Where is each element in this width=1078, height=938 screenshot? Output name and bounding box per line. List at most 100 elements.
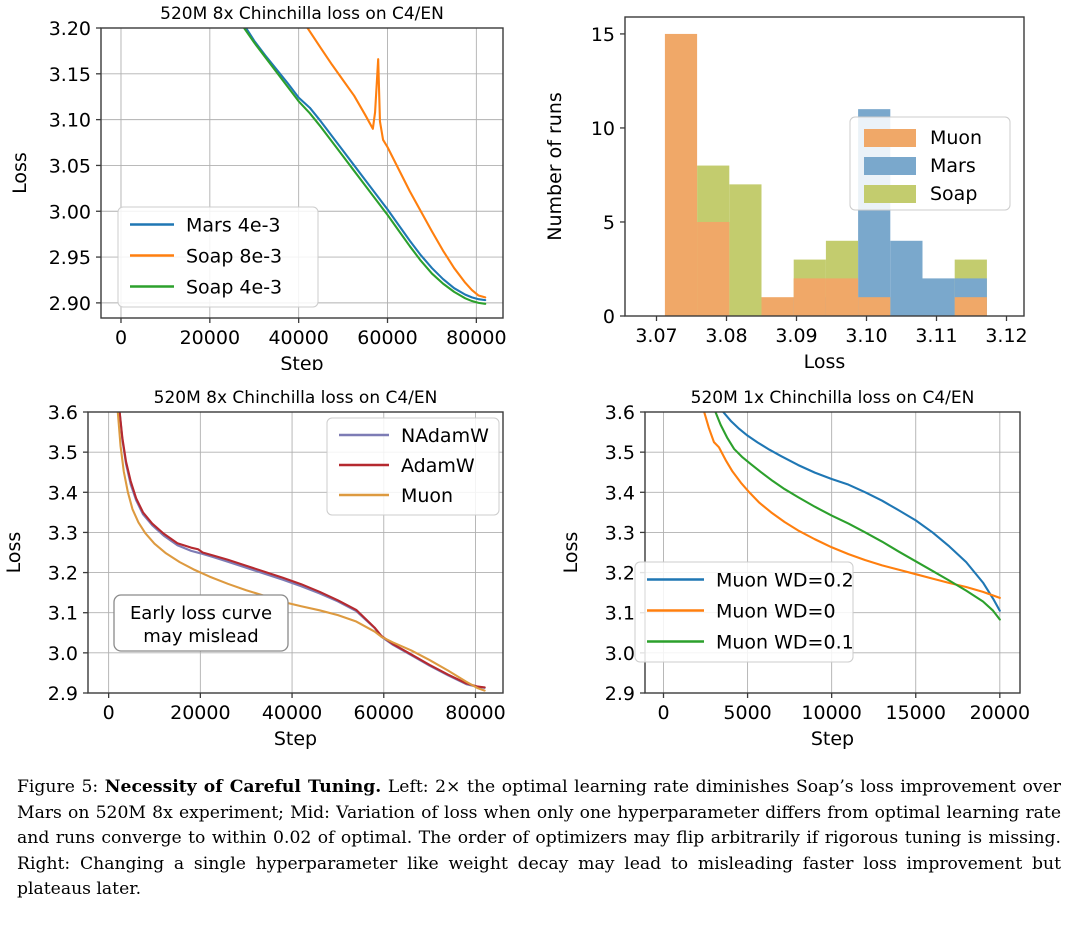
y-tick-label: 3.2 xyxy=(48,563,78,585)
annotation-line-1: Early loss curve xyxy=(130,603,272,624)
x-axis-label: Step xyxy=(280,353,323,370)
chart-panel-top-right: 0 5 10 15 3.07 3.08 3.09 3.10 3.11 3.12 Loss Number… xyxy=(539,0,1078,370)
x-axis-label: Step xyxy=(274,728,317,750)
data-series-group xyxy=(242,28,487,305)
x-tick-label: 20000 xyxy=(970,702,1030,724)
histogram-bar-mars xyxy=(890,240,923,316)
y-tick-label: 10 xyxy=(591,118,615,140)
histogram-bar-muon xyxy=(825,278,859,316)
histogram-bar-muon xyxy=(761,297,794,316)
chart-title: 520M 8x Chinchilla loss on C4/EN xyxy=(160,4,444,24)
chart-title: 520M 1x Chinchilla loss on C4/EN xyxy=(691,388,975,408)
x-tick-label: 3.10 xyxy=(845,325,887,347)
chart-panel-top-left: 520M 8x Chinchilla loss on C4/EN 2.90 2.95… xyxy=(0,0,539,370)
x-tick-label: 20000 xyxy=(170,702,230,724)
x-tick-label: 15000 xyxy=(886,702,946,724)
legend-label: Muon xyxy=(401,485,453,507)
x-tick-label: 80000 xyxy=(446,327,506,349)
histogram-bar-soap xyxy=(729,184,762,316)
y-tick-label: 3.1 xyxy=(48,603,78,625)
y-tick-label: 3.00 xyxy=(49,201,91,223)
legend-swatch-soap xyxy=(864,185,916,203)
figure-panels: 520M 8x Chinchilla loss on C4/EN 2.90 2.95… xyxy=(0,0,1078,770)
x-tick-label: 3.08 xyxy=(705,325,747,347)
y-tick-label: 3.4 xyxy=(605,482,635,504)
y-tick-label: 2.90 xyxy=(49,293,91,315)
histogram-bar-muon xyxy=(858,297,891,316)
y-axis-label: Loss xyxy=(3,532,25,574)
axes-frame xyxy=(644,411,1021,694)
chart-panel-bottom-right: 520M 1x Chinchilla loss on C4/EN 2.9 3.0 3.… xyxy=(539,370,1078,770)
y-tick-label: 3.10 xyxy=(49,110,91,132)
x-tick-label: 0 xyxy=(115,327,127,349)
legend-label: Muon WD=0 xyxy=(716,601,836,623)
y-tick-label: 3.3 xyxy=(48,522,78,544)
x-tick-label: 40000 xyxy=(268,327,328,349)
series-line-muon-wd-0-2 xyxy=(722,412,1001,612)
y-tick-label: 2.9 xyxy=(48,683,78,705)
series-line-soap-4e-3 xyxy=(242,28,487,305)
legend-box xyxy=(634,561,854,663)
data-series-group xyxy=(703,412,1001,621)
axes-frame xyxy=(624,16,1025,317)
axes-frame xyxy=(87,411,504,694)
caption-body: Left: 2× the optimal learning rate dimin… xyxy=(17,777,1062,899)
y-tick-label: 3.0 xyxy=(605,643,635,665)
y-axis-label: Loss xyxy=(9,152,31,194)
x-tick-label: 0 xyxy=(657,702,669,724)
x-tick-label: 20000 xyxy=(180,327,240,349)
legend-label: AdamW xyxy=(401,455,475,477)
caption-prefix: Figure 5: xyxy=(17,777,99,797)
y-tick-label: 3.20 xyxy=(49,18,91,40)
caption-bold-title: Necessity of Careful Tuning. xyxy=(104,777,382,797)
y-tick-label: 3.6 xyxy=(48,402,78,424)
y-tick-label: 3.6 xyxy=(605,402,635,424)
histogram-bar-muon xyxy=(664,33,698,316)
y-tick-label: 2.9 xyxy=(605,683,635,705)
legend-swatch-mars xyxy=(864,157,916,175)
annotation-box xyxy=(113,594,289,652)
y-tick-label: 3.0 xyxy=(48,643,78,665)
legend-box xyxy=(117,206,319,308)
y-tick-label: 3.4 xyxy=(48,482,78,504)
axes-frame xyxy=(100,27,504,319)
y-tick-label: 2.95 xyxy=(49,247,91,269)
legend-label: Soap 4e-3 xyxy=(186,277,282,299)
histogram-bars-group xyxy=(664,33,987,316)
y-axis-label: Number of runs xyxy=(544,92,566,241)
series-line-mars-4e-3 xyxy=(244,28,487,302)
y-tick-label: 3.5 xyxy=(605,442,635,464)
legend-label: Muon WD=0.1 xyxy=(716,632,854,654)
chart-panel-bottom-left: 520M 8x Chinchilla loss on C4/EN 2.9 3.0 3.… xyxy=(0,370,539,770)
legend-label: Soap 8e-3 xyxy=(186,246,282,268)
figure-caption: Figure 5: Necessity of Careful Tuning. L… xyxy=(17,775,1061,903)
legend-label: Muon xyxy=(930,127,982,149)
histogram-bar-muon xyxy=(793,278,826,316)
x-tick-label: 40000 xyxy=(262,702,322,724)
x-tick-label: 60000 xyxy=(354,702,414,724)
legend-label: Mars 4e-3 xyxy=(186,215,281,237)
x-tick-label: 3.11 xyxy=(915,325,957,347)
x-tick-label: 0 xyxy=(103,702,115,724)
histogram-bar-muon xyxy=(697,221,730,316)
y-tick-label: 3.2 xyxy=(605,563,635,585)
legend-label: NAdamW xyxy=(401,425,489,447)
y-tick-label: 3.15 xyxy=(49,64,91,86)
y-tick-label: 3.5 xyxy=(48,442,78,464)
series-line-muon-wd-0 xyxy=(703,412,1001,599)
chart-top-left: 520M 8x Chinchilla loss on C4/EN 2.90 2.95… xyxy=(9,4,507,370)
series-line-muon-wd-0-1 xyxy=(714,412,1001,621)
x-axis-label: Loss xyxy=(804,351,846,370)
series-line-soap-8e-3 xyxy=(306,28,487,299)
chart-top-right: 0 5 10 15 3.07 3.08 3.09 3.10 3.11 3.12 Loss Number… xyxy=(544,16,1028,370)
x-tick-label: 3.09 xyxy=(775,325,817,347)
y-tick-label: 5 xyxy=(603,212,615,234)
x-tick-label: 60000 xyxy=(357,327,417,349)
legend-label: Soap xyxy=(930,183,977,205)
x-tick-label: 3.07 xyxy=(635,325,677,347)
chart-title: 520M 8x Chinchilla loss on C4/EN xyxy=(154,388,438,408)
chart-bottom-left: 520M 8x Chinchilla loss on C4/EN 2.9 3.0 3.… xyxy=(3,388,506,750)
x-axis-label: Step xyxy=(811,728,854,750)
y-tick-label: 15 xyxy=(591,24,615,46)
y-tick-label: 3.1 xyxy=(605,603,635,625)
